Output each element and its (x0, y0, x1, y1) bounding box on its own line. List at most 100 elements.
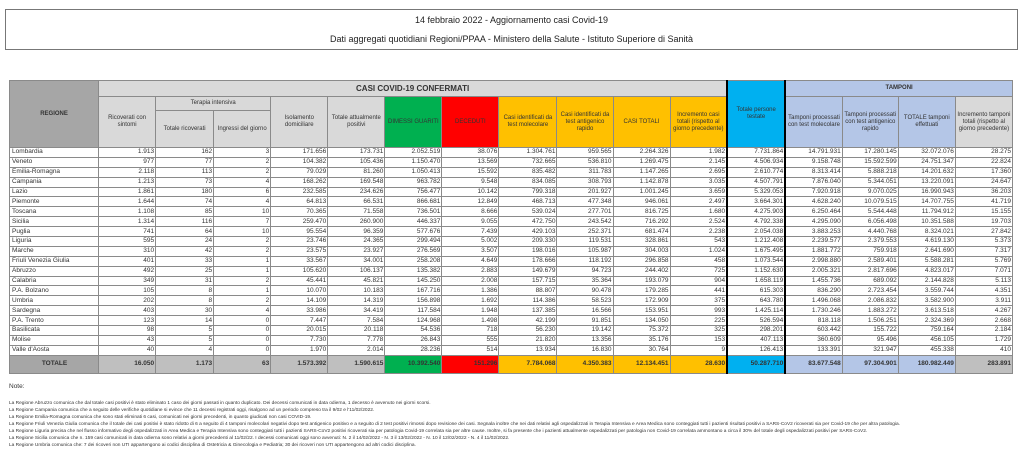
value-cell: 66.531 (327, 196, 386, 208)
value-cell: 21.820 (498, 334, 558, 346)
value-cell: 95.496 (841, 334, 899, 346)
table-row: Valle d'Aosta 40 4 0 1.970 2.014 28.236 514 13.9… (8, 344, 1014, 356)
value-cell: 468.713 (498, 196, 558, 208)
value-cell: 41.719 (954, 196, 1014, 208)
value-cell: 7.920.918 (784, 186, 843, 198)
total-value-cell: 16.050 (98, 354, 157, 374)
value-cell: 35.176 (612, 334, 671, 346)
value-cell: 2.118 (98, 166, 157, 178)
value-cell: 3.035 (669, 176, 728, 188)
value-cell: 114.386 (498, 295, 558, 307)
value-cell: 94.723 (556, 265, 614, 277)
value-cell: 3.613.518 (897, 305, 956, 317)
region-name-cell: Valle d'Aosta (8, 344, 100, 356)
header-ingressi: Ingressi del giorno (213, 110, 272, 148)
value-cell: 90.478 (556, 285, 614, 297)
value-cell: 259.470 (270, 216, 329, 228)
value-cell: 33.986 (270, 305, 329, 317)
value-cell: 134.050 (612, 315, 671, 327)
value-cell: 3.883.253 (784, 226, 843, 238)
region-name-cell: Molise (8, 334, 100, 346)
value-cell: 8.313.414 (784, 166, 843, 178)
value-cell: 2.238 (669, 226, 728, 238)
value-cell: 2.264.326 (612, 147, 671, 158)
value-cell: 156.898 (384, 295, 443, 307)
value-cell: 477.348 (556, 196, 614, 208)
value-cell: 410 (954, 344, 1014, 356)
value-cell: 15.592.599 (841, 156, 899, 168)
value-cell: 1.680 (669, 206, 728, 218)
table-row: Umbria 202 8 2 14.109 14.319 156.898 1.692 114.3… (8, 295, 1014, 307)
total-value-cell: 4.350.383 (556, 354, 614, 374)
value-cell: 9.070.025 (841, 186, 899, 198)
value-cell: 105.436 (327, 156, 386, 168)
value-cell: 7.730 (270, 334, 329, 346)
value-cell: 153 (669, 334, 728, 346)
value-cell: 2.086.832 (841, 295, 899, 307)
value-cell: 16.830 (556, 344, 614, 356)
value-cell: 10 (213, 206, 272, 218)
value-cell: 81.260 (327, 166, 386, 178)
header-totale-tamponi: TOTALE tamponi effettuati (897, 96, 956, 148)
value-cell: 71.558 (327, 206, 386, 218)
value-cell: 5.588.281 (897, 255, 956, 267)
total-value-cell: 7.784.068 (498, 354, 558, 374)
value-cell: 8.324.021 (897, 226, 956, 238)
value-cell: 526.594 (726, 315, 787, 327)
value-cell: 7.317 (954, 245, 1014, 257)
value-cell: 1.658.119 (726, 275, 787, 287)
value-cell: 0 (213, 344, 272, 356)
value-cell: 7.876.040 (784, 176, 843, 188)
value-cell: 1.730.246 (784, 305, 843, 317)
value-cell: 14.201.632 (897, 166, 956, 178)
value-cell: 14.707.755 (897, 196, 956, 208)
value-cell: 1.881.772 (784, 245, 843, 257)
value-cell: 407.113 (726, 334, 787, 346)
value-cell: 643.780 (726, 295, 787, 307)
region-name-cell: Emilia-Romagna (8, 166, 100, 178)
value-cell: 58.523 (556, 295, 614, 307)
value-cell: 4.267 (954, 305, 1014, 317)
value-cell: 7.439 (441, 226, 500, 238)
total-value-cell: 180.982.449 (897, 354, 956, 374)
value-cell: 56.230 (498, 325, 558, 336)
value-cell: 866.681 (384, 196, 443, 208)
table-row: Calabria 349 31 2 45.441 45.821 145.250 2.008 15… (8, 275, 1014, 287)
note-line: La Regione Friuli Venezia Giulia comunic… (9, 422, 901, 427)
value-cell: 10.142 (441, 186, 500, 198)
region-name-cell: Liguria (8, 236, 100, 247)
value-cell: 756.477 (384, 186, 443, 198)
value-cell: 946.061 (612, 196, 671, 208)
note-line: La Regione Umbria comunica che: 7 dei ri… (9, 443, 416, 448)
value-cell: 3.507 (441, 245, 500, 257)
value-cell: 2.883 (441, 265, 500, 277)
value-cell: 1.108 (98, 206, 157, 218)
value-cell: 4 (155, 344, 215, 356)
value-cell: 42.199 (498, 315, 558, 327)
value-cell: 167.716 (384, 285, 443, 297)
value-cell: 260.900 (327, 216, 386, 228)
value-cell: 4.351 (954, 285, 1014, 297)
value-cell: 2.817.696 (841, 265, 899, 277)
value-cell: 20.015 (270, 325, 329, 336)
value-cell: 5.888.218 (841, 166, 899, 178)
value-cell: 1.386 (441, 285, 500, 297)
value-cell: 10 (213, 226, 272, 238)
value-cell: 2 (213, 275, 272, 287)
value-cell: 759.164 (897, 325, 956, 336)
value-cell: 77 (155, 156, 215, 168)
value-cell: 3.559.744 (897, 285, 956, 297)
value-cell: 179.285 (612, 285, 671, 297)
value-cell: 113 (155, 166, 215, 178)
value-cell: 178.666 (498, 255, 558, 267)
value-cell: 32.072.076 (897, 147, 956, 158)
table-row: Veneto 977 77 2 104.382 105.436 1.150.470 13.56… (8, 156, 1014, 168)
report-subtitle: Dati aggregati quotidiani Regioni/PPAA -… (329, 34, 694, 44)
value-cell: 681.474 (612, 226, 671, 238)
value-cell: 2.524 (669, 216, 728, 228)
value-cell: 1.883.272 (841, 305, 899, 317)
total-value-cell: 28.630 (669, 354, 728, 374)
region-name-cell: Campania (8, 176, 100, 188)
value-cell: 5.373 (954, 236, 1014, 247)
value-cell: 19.142 (556, 325, 614, 336)
